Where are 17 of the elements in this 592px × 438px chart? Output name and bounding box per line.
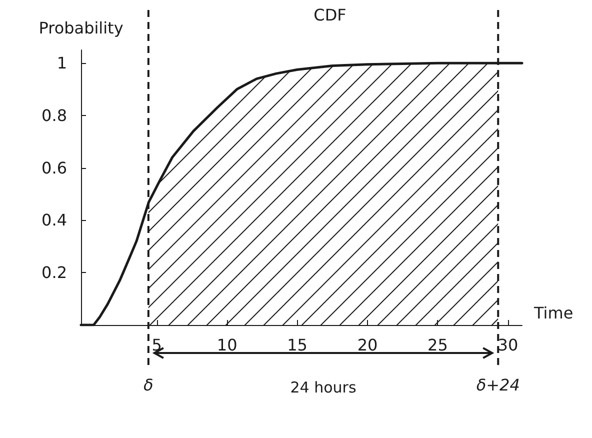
- y-tick-label: 1: [56, 54, 67, 73]
- ref-line-label: δ: [144, 376, 154, 394]
- y-tick-label: 0.4: [42, 210, 67, 230]
- y-tick-label: 0.8: [42, 106, 67, 125]
- x-tick-label: 10: [216, 336, 238, 354]
- x-axis-title: Time: [533, 304, 574, 322]
- x-tick-label: 15: [287, 336, 308, 354]
- ref-line-label: δ+24: [476, 376, 520, 394]
- x-tick-label: 25: [428, 336, 448, 354]
- y-tick-label: 0.6: [42, 158, 67, 178]
- x-tick-label: 30: [498, 336, 518, 354]
- y-axis-title: Probability: [38, 18, 124, 38]
- text: 24 hours: [290, 378, 356, 396]
- x-tick-label: 5: [152, 336, 162, 354]
- x-tick-label: 20: [357, 336, 378, 354]
- chart-title: CDF: [314, 6, 346, 24]
- y-tick-label: 0.2: [42, 263, 67, 282]
